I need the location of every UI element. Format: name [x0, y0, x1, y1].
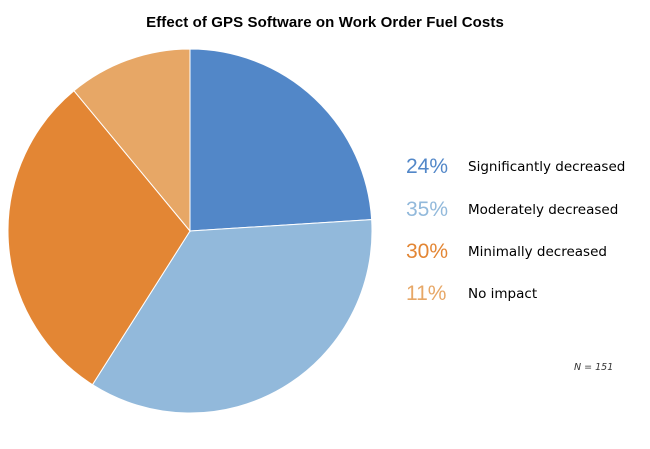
legend-item-minimally-decreased: 30% Minimally decreased — [406, 237, 607, 267]
legend-item-significantly-decreased: 24% Significantly decreased — [406, 152, 625, 182]
sample-size-note: N = 151 — [574, 362, 614, 373]
legend-value: 30% — [406, 240, 449, 263]
legend-label: Significantly decreased — [468, 159, 626, 175]
legend-item-no-impact: 11% No impact — [406, 279, 537, 309]
pie-slice-significantly-decreased — [189, 48, 373, 232]
pie-slice-moderately-decreased — [91, 219, 373, 414]
chart-title: Effect of GPS Software on Work Order Fue… — [146, 14, 504, 31]
legend-value: 35% — [406, 198, 449, 221]
legend-label: Minimally decreased — [468, 244, 607, 260]
legend-value: 24% — [406, 155, 449, 178]
pie-slice-no-impact — [73, 48, 191, 233]
legend-item-moderately-decreased: 35% Moderately decreased — [406, 195, 618, 225]
legend-label: No impact — [468, 286, 538, 302]
legend-value: 11% — [406, 282, 447, 305]
legend-label: Moderately decreased — [468, 202, 619, 218]
pie-slice-minimally-decreased — [7, 90, 191, 386]
